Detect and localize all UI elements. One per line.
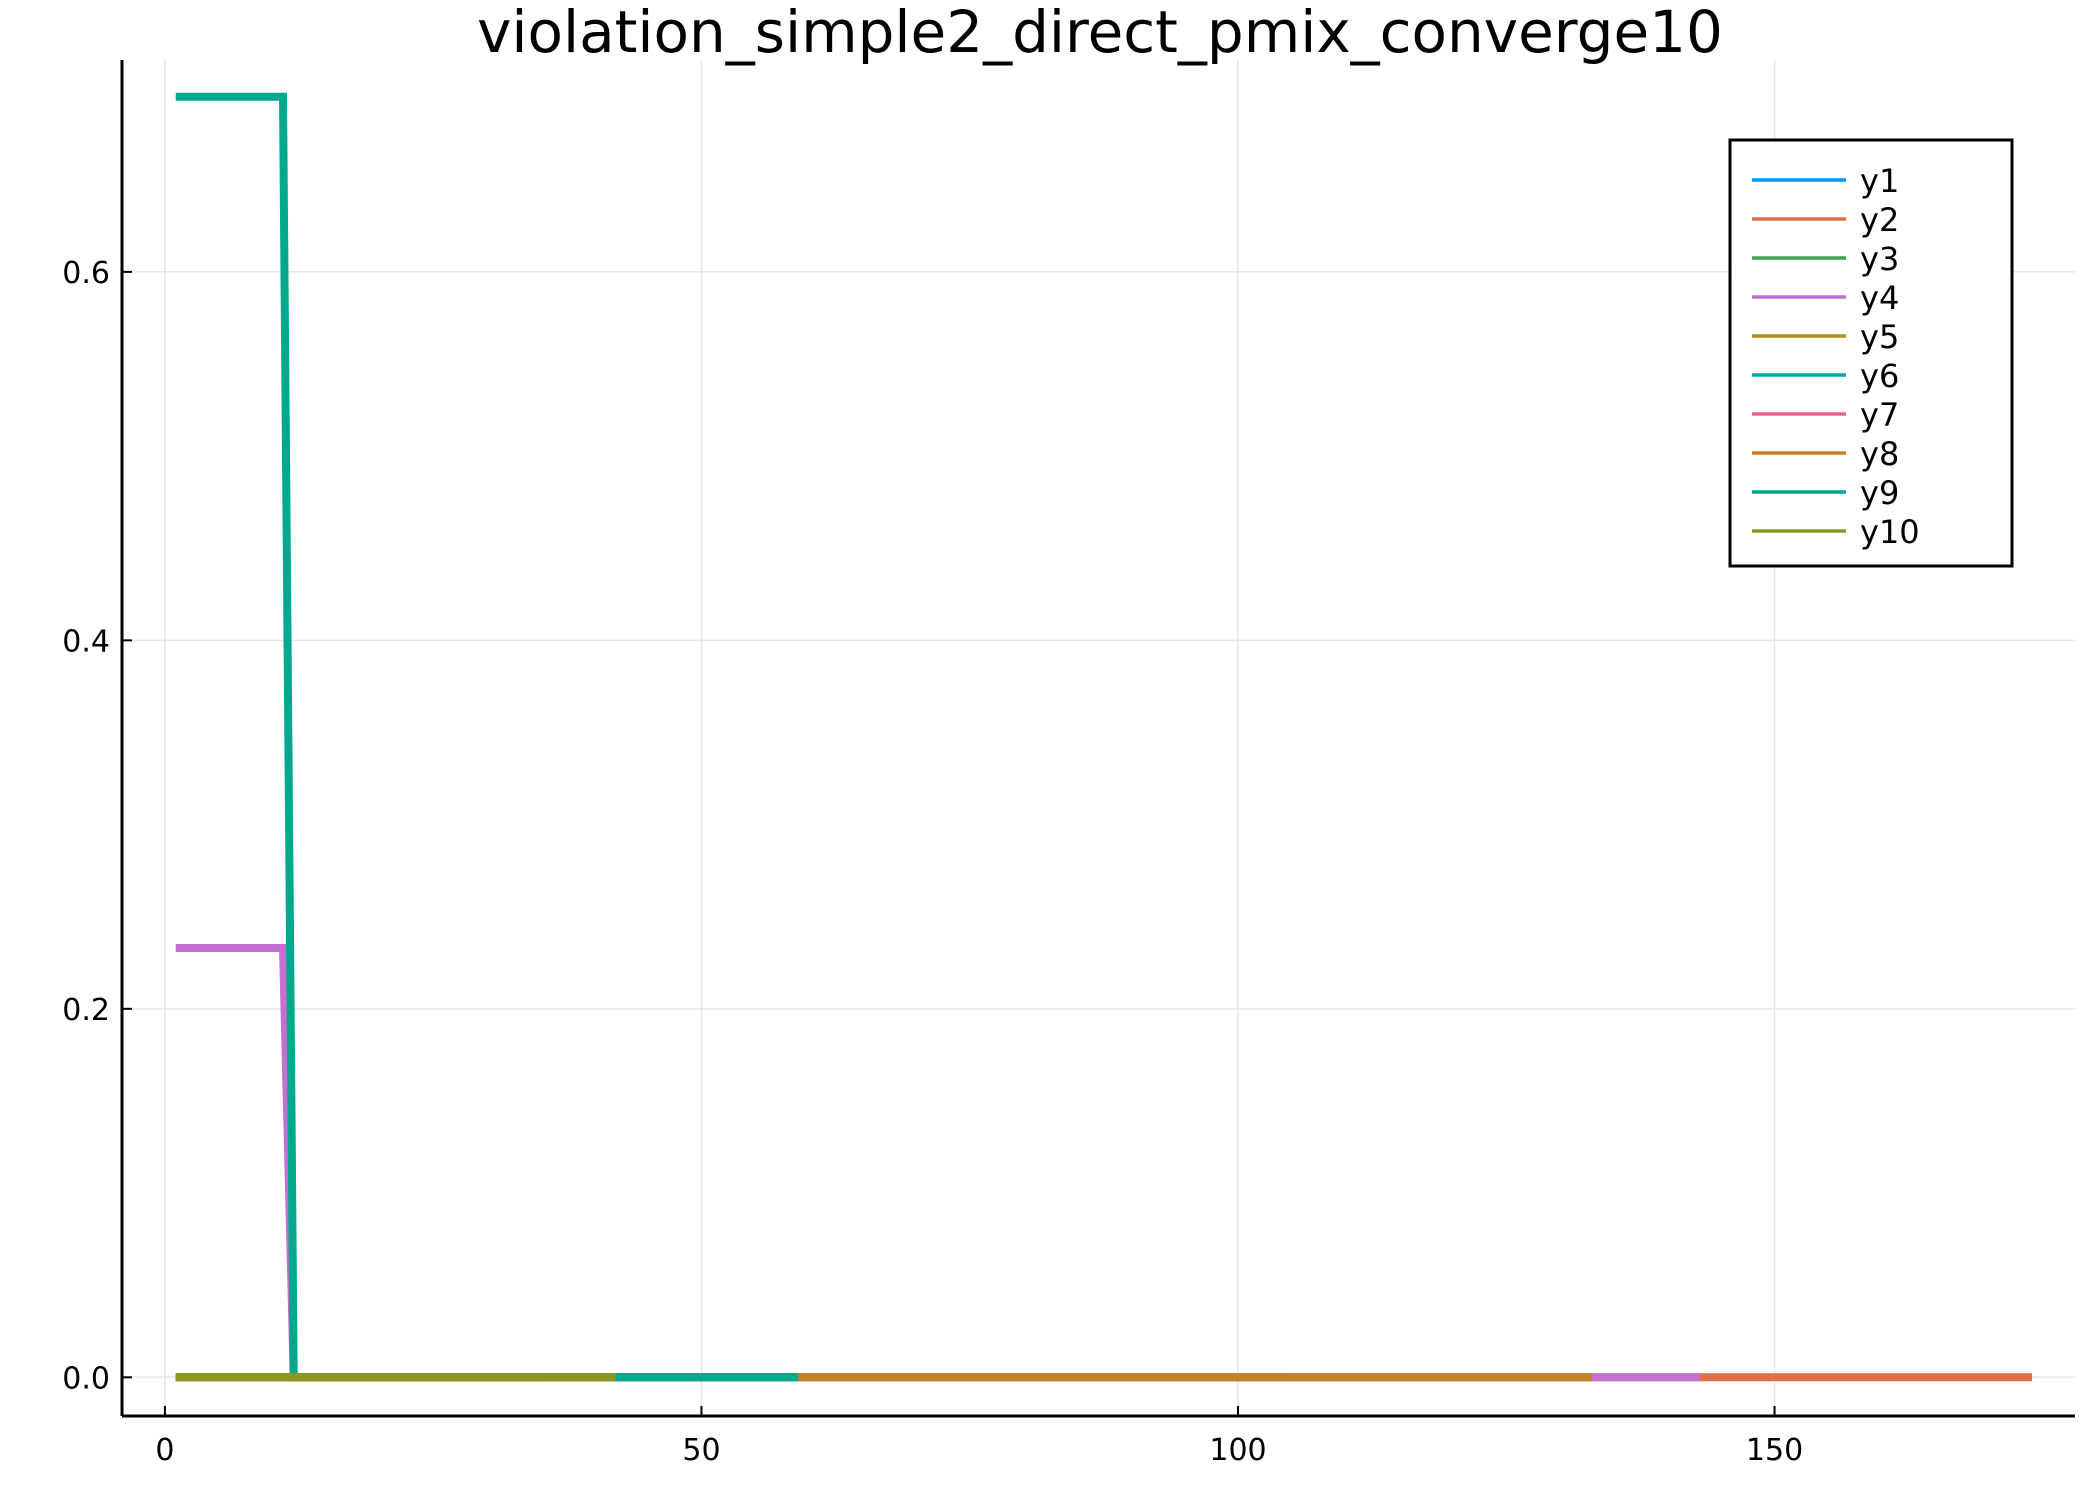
legend-label-y2: y2 — [1860, 201, 1899, 239]
chart-title: violation_simple2_direct_pmix_converge10 — [477, 0, 1723, 66]
legend-label-y1: y1 — [1860, 162, 1899, 200]
legend-label-y4: y4 — [1860, 279, 1899, 317]
series-line-y9 — [175, 92, 798, 1382]
legend-label-y8: y8 — [1860, 435, 1899, 473]
x-tick-label-2: 100 — [1209, 1433, 1266, 1468]
series-line-y4 — [175, 944, 1700, 1382]
y-tick-label-0: 0.0 — [62, 1361, 110, 1396]
y-tick-label-1: 0.2 — [62, 993, 110, 1028]
legend-box — [1728, 138, 2014, 568]
axes — [120, 60, 2075, 1418]
x-tick-label-0: 0 — [155, 1433, 174, 1468]
legend-label-y9: y9 — [1860, 474, 1899, 512]
y-axis-ticks: 0.0 0.2 0.4 0.6 — [62, 256, 132, 1396]
y-tick-label-3: 0.6 — [62, 256, 110, 291]
legend-label-y6: y6 — [1860, 357, 1899, 395]
x-tick-label-1: 50 — [682, 1433, 720, 1468]
legend-label-y3: y3 — [1860, 240, 1899, 278]
series-lines — [175, 92, 2033, 1382]
x-axis-ticks: 0 50 100 150 — [155, 1406, 1803, 1468]
x-tick-label-3: 150 — [1746, 1433, 1803, 1468]
legend-label-y5: y5 — [1860, 318, 1899, 356]
y-tick-label-2: 0.4 — [62, 624, 110, 659]
legend-label-y10: y10 — [1860, 513, 1920, 551]
legend-label-y7: y7 — [1860, 396, 1899, 434]
